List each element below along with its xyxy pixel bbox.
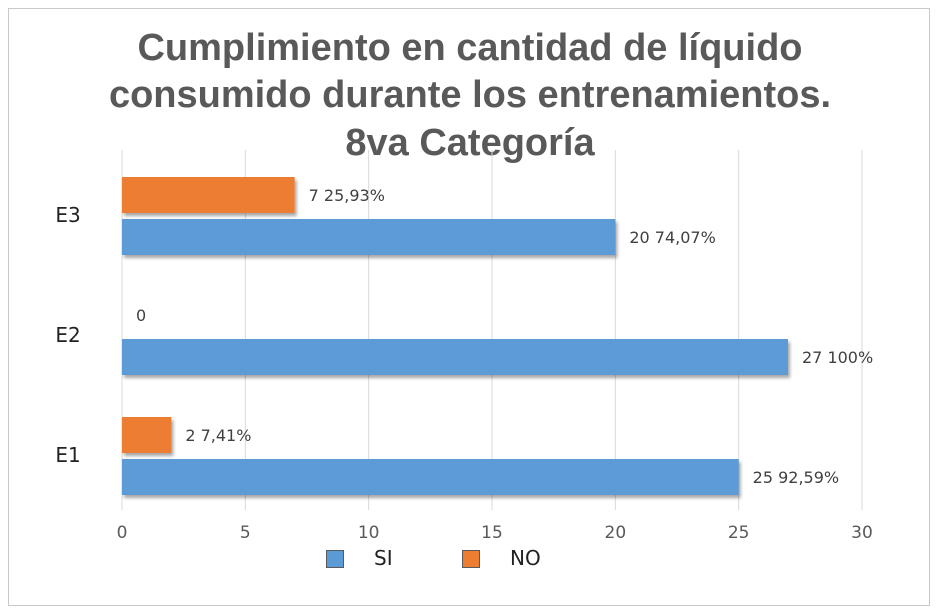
bar-si-e3 — [122, 219, 616, 255]
y-category-label: E1 — [55, 443, 80, 467]
axes: 0 5 10 15 20 25 30 E1 E2 E3 — [55, 203, 873, 543]
bar-no-e3 — [122, 177, 295, 213]
legend-swatch-si — [326, 550, 344, 568]
bar-si-e1 — [122, 459, 739, 495]
chart-title-line-2: consumido durante los entrenamientos. — [108, 74, 832, 116]
data-label-si-e2: 27 100% — [802, 348, 873, 367]
bars — [122, 177, 788, 495]
bar-si-e2 — [122, 339, 788, 375]
data-label-no-e1: 2 7,41% — [185, 426, 251, 445]
x-tick-label: 5 — [240, 523, 251, 543]
data-label-no-e2: 0 — [136, 306, 146, 325]
chart-frame — [8, 8, 930, 606]
bar-no-e1 — [122, 417, 172, 453]
data-labels: 25 92,59% 2 7,41% 27 100% 0 20 74,07% 7 25,93… — [136, 186, 873, 487]
x-tick-label: 25 — [728, 523, 750, 543]
y-category-label: E3 — [55, 203, 80, 227]
x-tick-label: 0 — [117, 523, 128, 543]
data-label-no-e3: 7 25,93% — [309, 186, 385, 205]
x-tick-label: 20 — [605, 523, 627, 543]
legend-swatch-no — [462, 550, 480, 568]
x-tick-label: 30 — [851, 523, 873, 543]
legend-item-si: SI — [326, 544, 416, 572]
legend-item-no: NO — [462, 544, 562, 572]
chart-title-line-3: 8va Categoría — [345, 122, 595, 164]
y-category-label: E2 — [55, 323, 80, 347]
x-tick-label: 15 — [481, 523, 503, 543]
x-tick-label: 10 — [358, 523, 380, 543]
chart-title-line-1: Cumplimiento en cantidad de líquido — [137, 27, 803, 69]
data-label-si-e1: 25 92,59% — [753, 468, 839, 487]
legend-label-si: SI — [374, 546, 393, 570]
legend-label-no: NO — [510, 546, 541, 570]
data-label-si-e3: 20 74,07% — [629, 228, 715, 247]
